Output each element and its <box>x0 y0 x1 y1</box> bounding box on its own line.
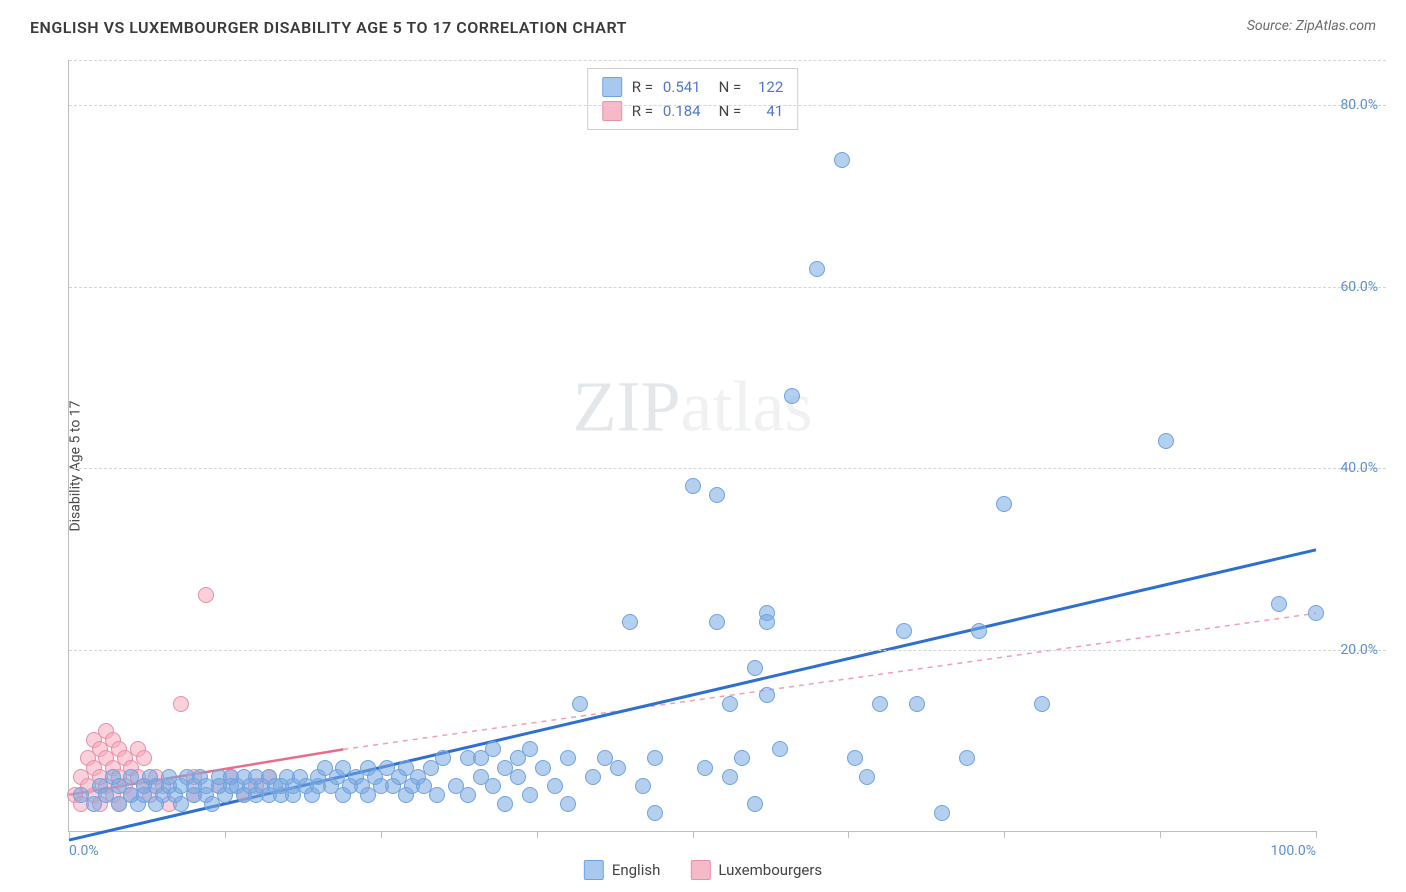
x-tick <box>537 831 538 838</box>
english-point <box>560 796 576 812</box>
trend-line <box>343 613 1316 749</box>
x-tick <box>1160 831 1161 838</box>
english-point <box>1271 596 1287 612</box>
english-point <box>1034 696 1050 712</box>
y-tick-label: 60.0% <box>1340 279 1378 295</box>
english-point <box>759 687 775 703</box>
source-attribution: Source: ZipAtlas.com <box>1247 18 1376 34</box>
english-point <box>535 760 551 776</box>
english-point <box>996 496 1012 512</box>
x-tick-label: 0.0% <box>69 843 99 859</box>
y-tick-label: 20.0% <box>1340 642 1378 658</box>
english-point <box>685 478 701 494</box>
luxembourgers-point <box>136 750 152 766</box>
source-label: Source: <box>1247 18 1292 34</box>
correlation-legend-row: R = 0.541 N = 122 <box>602 75 784 99</box>
english-point <box>547 778 563 794</box>
english-point <box>722 696 738 712</box>
english-point <box>1158 433 1174 449</box>
english-point <box>635 778 651 794</box>
chart-title: ENGLISH VS LUXEMBOURGER DISABILITY AGE 5… <box>30 18 627 37</box>
watermark-prefix: ZIP <box>573 366 681 446</box>
watermark: ZIPatlas <box>573 365 813 448</box>
series-legend-label: English <box>612 861 661 879</box>
x-tick <box>693 831 694 838</box>
english-point <box>759 614 775 630</box>
english-point <box>747 796 763 812</box>
series-legend-label: Luxembourgers <box>718 861 822 879</box>
english-point <box>971 623 987 639</box>
english-point <box>460 787 476 803</box>
english-point <box>722 769 738 785</box>
x-tick <box>1004 831 1005 838</box>
x-tick <box>381 831 382 838</box>
english-point <box>647 750 663 766</box>
english-point <box>697 760 713 776</box>
legend-n-label: N = <box>719 78 742 96</box>
english-point <box>909 696 925 712</box>
english-point <box>772 741 788 757</box>
legend-r-label: R = <box>632 78 653 96</box>
legend-swatch <box>584 860 604 880</box>
y-gridline <box>69 287 1386 288</box>
english-point <box>809 261 825 277</box>
correlation-legend: R = 0.541 N = 122 R =0.184N =41 <box>587 68 799 130</box>
x-tick <box>848 831 849 838</box>
english-point <box>522 741 538 757</box>
watermark-suffix: atlas <box>681 366 813 446</box>
y-tick-label: 80.0% <box>1340 97 1378 113</box>
english-point <box>572 696 588 712</box>
chart-header: ENGLISH VS LUXEMBOURGER DISABILITY AGE 5… <box>0 0 1406 47</box>
english-point <box>435 750 451 766</box>
english-point <box>610 760 626 776</box>
english-point <box>834 152 850 168</box>
plot-region: ZIPatlas R =0.541N =122R =0.184N =41 20.… <box>68 60 1316 832</box>
y-gridline <box>69 60 1386 61</box>
english-point <box>734 750 750 766</box>
english-point <box>429 787 445 803</box>
english-point <box>497 796 513 812</box>
trend-lines <box>69 60 1316 831</box>
english-point <box>934 805 950 821</box>
english-point <box>485 741 501 757</box>
x-tick <box>225 831 226 838</box>
luxembourgers-point <box>198 587 214 603</box>
english-point <box>647 805 663 821</box>
x-tick-label: 100.0% <box>1271 843 1316 859</box>
x-tick <box>1316 831 1317 838</box>
english-point <box>859 769 875 785</box>
english-point <box>747 660 763 676</box>
legend-n-value: 122 <box>751 78 783 96</box>
english-point <box>510 769 526 785</box>
english-point <box>522 787 538 803</box>
english-point <box>1308 605 1324 621</box>
english-point <box>709 487 725 503</box>
english-point <box>560 750 576 766</box>
english-point <box>585 769 601 785</box>
series-legend-item: Luxembourgers <box>690 860 822 880</box>
english-point <box>872 696 888 712</box>
legend-r-value: 0.541 <box>663 78 701 96</box>
luxembourgers-point <box>173 696 189 712</box>
legend-swatch <box>602 77 622 97</box>
legend-swatch <box>602 101 622 121</box>
english-point <box>847 750 863 766</box>
english-point <box>485 778 501 794</box>
y-gridline <box>69 468 1386 469</box>
y-gridline <box>69 105 1386 106</box>
english-point <box>622 614 638 630</box>
english-point <box>784 388 800 404</box>
y-tick-label: 40.0% <box>1340 460 1378 476</box>
english-point <box>959 750 975 766</box>
legend-swatch <box>690 860 710 880</box>
chart-area: Disability Age 5 to 17 ZIPatlas R =0.541… <box>20 50 1386 882</box>
series-legend-item: English <box>584 860 661 880</box>
source-name: ZipAtlas.com <box>1296 18 1376 34</box>
y-gridline <box>69 650 1386 651</box>
series-legend: English Luxembourgers <box>584 860 822 880</box>
correlation-legend-row: R =0.184N =41 <box>602 99 784 123</box>
x-tick <box>69 831 70 838</box>
english-point <box>896 623 912 639</box>
english-point <box>709 614 725 630</box>
